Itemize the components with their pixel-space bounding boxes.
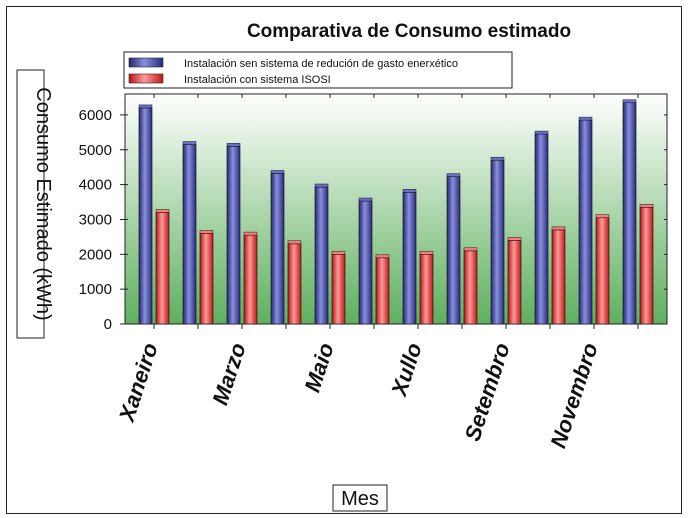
- bar-con-febreiro: [199, 233, 214, 325]
- legend-label-con: Instalación con sistema ISOSI: [184, 74, 331, 86]
- bar-sen-febreiro: [182, 144, 197, 325]
- x-tick-label-xaneiro: Xaneiro: [113, 340, 162, 426]
- bar-sen-agosto: [446, 176, 461, 325]
- bar-cap-con-setembro: [507, 237, 522, 241]
- bar-con-setembro: [507, 240, 522, 325]
- bar-cap-con-xullo: [419, 251, 434, 255]
- x-tick-label-marzo: Marzo: [207, 340, 250, 408]
- bar-cap-sen-abril: [270, 170, 285, 174]
- bar-cap-sen-xuño: [358, 197, 373, 202]
- bars: [138, 99, 654, 325]
- y-tick-label: 6000: [79, 107, 112, 124]
- y-tick-label: 4000: [79, 177, 112, 194]
- legend-swatch-sen: [128, 57, 164, 68]
- bar-sen-decembro: [622, 102, 637, 325]
- bar-cap-sen-febreiro: [182, 141, 197, 145]
- bar-sen-xuño: [358, 200, 373, 325]
- bar-sen-outubro: [534, 133, 549, 325]
- bar-sen-maio: [314, 186, 329, 325]
- bar-cap-sen-maio: [314, 183, 329, 188]
- x-tick-label-setembro: Setembro: [460, 340, 515, 444]
- bar-con-agosto: [463, 250, 478, 325]
- bar-sen-abril: [270, 173, 285, 325]
- bar-con-novembro: [595, 217, 610, 325]
- bar-cap-con-marzo: [243, 231, 258, 236]
- bar-cap-sen-xullo: [402, 189, 417, 193]
- bar-cap-con-febreiro: [199, 230, 214, 234]
- bar-sen-xullo: [402, 191, 417, 325]
- bar-cap-sen-setembro: [490, 156, 505, 161]
- legend: Instalación sen sistema de redución de g…: [123, 51, 513, 89]
- bar-cap-con-abril: [287, 240, 302, 245]
- bar-con-abril: [287, 243, 302, 325]
- bar-cap-sen-decembro: [622, 99, 637, 103]
- bar-cap-con-outubro: [551, 226, 566, 231]
- y-axis-label: Consumo Estimado (kWh): [16, 69, 54, 339]
- legend-box: [123, 51, 513, 89]
- legend-label-sen: Instalación sen sistema de redución de g…: [184, 58, 458, 70]
- bar-con-outubro: [551, 229, 566, 325]
- chart-title: Comparativa de Consumo estimado: [247, 21, 571, 42]
- bar-cap-con-agosto: [463, 247, 478, 252]
- bar-cap-sen-novembro: [578, 116, 593, 121]
- x-tick-label-novembro: Novembro: [545, 340, 602, 451]
- y-axis-label-box: [16, 69, 45, 339]
- chart-frame: [6, 6, 682, 514]
- bar-cap-sen-agosto: [446, 173, 461, 177]
- bar-cap-con-xuño: [375, 254, 390, 259]
- bar-cap-con-novembro: [595, 214, 610, 218]
- x-tick-label-xullo: Xullo: [386, 340, 427, 401]
- bar-cap-sen-marzo: [226, 143, 241, 147]
- bar-cap-con-maio: [331, 251, 346, 255]
- bar-cap-sen-outubro: [534, 130, 549, 135]
- bar-con-xaneiro: [155, 212, 170, 325]
- x-tick-label-maio: Maio: [299, 340, 338, 395]
- bar-con-maio: [331, 253, 346, 325]
- y-axis: 0 1000 2000 3000 4000 5000 6000: [79, 107, 667, 333]
- x-axis-label: Mes: [332, 484, 388, 512]
- bar-sen-setembro: [490, 159, 505, 325]
- bar-sen-marzo: [226, 145, 241, 325]
- bar-con-marzo: [243, 234, 258, 325]
- x-axis-label-box: [332, 484, 388, 512]
- x-axis-title: Mes: [341, 488, 379, 510]
- bar-con-xullo: [419, 253, 434, 325]
- bar-sen-novembro: [578, 119, 593, 325]
- bar-cap-sen-xaneiro: [138, 104, 153, 109]
- bar-sen-xaneiro: [138, 107, 153, 325]
- y-axis-title: Consumo Estimado (kWh): [32, 87, 54, 320]
- legend-swatch-con: [128, 73, 164, 84]
- y-tick-label: 3000: [79, 211, 112, 228]
- y-tick-label: 2000: [79, 246, 112, 263]
- bar-con-xuño: [375, 257, 390, 325]
- plot-area: [124, 93, 668, 325]
- y-tick-label: 0: [104, 316, 112, 333]
- bar-cap-con-decembro: [639, 204, 654, 208]
- bar-con-decembro: [639, 206, 654, 325]
- y-tick-label: 5000: [79, 142, 112, 159]
- y-tick-label: 1000: [79, 281, 112, 298]
- bar-cap-con-xaneiro: [155, 209, 170, 213]
